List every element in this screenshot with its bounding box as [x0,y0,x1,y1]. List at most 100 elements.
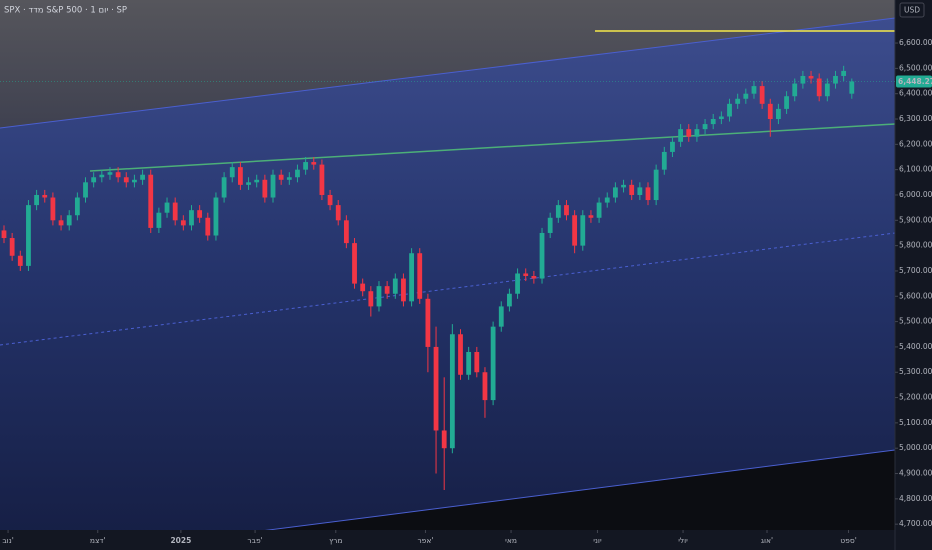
candle-body [384,286,390,294]
candle-body [849,81,855,94]
candle-body [824,83,830,97]
candle-body [221,177,227,198]
candle-body [115,172,121,178]
candle-body [718,116,724,120]
candle-body [83,182,88,198]
x-tick-label: מרץ [329,536,342,545]
y-tick-label: 5,400.00 [899,342,932,351]
channel-mid [0,232,896,346]
candle-body [254,179,260,183]
candle-body [637,187,643,195]
candle-body [759,86,765,104]
candle-body [433,346,439,431]
candle-body [327,194,333,206]
candle-body [792,83,798,97]
x-tick-label: 2025 [170,536,191,545]
time-axis [0,530,895,550]
candle-body [710,119,716,125]
y-tick-label: 6,200.00 [899,139,932,148]
channel-upper [0,17,896,129]
candle-body [621,184,626,188]
candle-body [140,174,145,180]
candle-body [816,78,822,97]
y-tick-label: 5,500.00 [899,317,932,326]
candle-body [784,96,789,109]
candle-body [629,184,635,195]
candle-body [833,75,838,84]
candle-body [604,197,610,203]
candle-body [295,169,300,178]
last-price-tag [896,75,932,88]
y-tick-label: 5,300.00 [899,367,932,376]
trend-line [89,123,896,172]
candle-body [670,141,675,152]
candle-body [686,129,692,137]
candle-body [678,129,684,142]
candle-body [474,351,480,373]
candle-body [555,205,561,218]
candle-body [441,430,447,449]
candle-body [767,103,773,120]
candle-body [99,174,105,178]
candle-body [303,162,309,170]
candle-body [311,162,317,165]
y-tick-label: 5,800.00 [899,241,932,250]
candle-body [482,372,488,401]
candle-body [270,174,276,198]
x-tick-label: מאי [505,536,517,545]
candle-body [507,293,512,307]
y-tick-label: 4,800.00 [899,494,932,503]
candle-body [588,215,594,218]
candle-body [449,334,455,449]
candle-body [727,103,732,117]
candle-body [238,167,243,185]
candle-body [164,202,170,213]
candle-body [189,210,194,226]
currency-box [899,2,925,18]
y-tick-label: 5,000.00 [899,443,932,452]
candle-body [58,220,64,226]
chart-title: SPX · מדד S&P 500 · 1 יום · SP [4,6,127,16]
y-tick-label: 6,100.00 [899,165,932,174]
candle-body [343,220,349,244]
candle-body [368,291,374,307]
candle-body [661,151,667,170]
y-tick-label: 4,700.00 [899,519,932,528]
candle-body [702,124,708,130]
candles [1,65,855,490]
candle-body [751,86,757,94]
x-tick-label: נוב' [2,536,13,545]
candle-body [352,243,357,284]
candle-body [50,197,56,221]
y-tick-label: 4,900.00 [899,469,932,478]
x-tick-label: אוג' [761,536,773,545]
candle-body [9,238,15,256]
candle-body [180,220,186,226]
candle-body [392,278,398,294]
candle-body [409,253,414,302]
candle-body [34,194,40,206]
candle-body [262,179,268,198]
x-tick-label: דצמ' [90,536,106,545]
candle-body [466,351,472,375]
candle-body [401,278,406,302]
x-tick-label: פבר' [247,536,262,545]
candle-body [580,215,586,246]
candle-body [572,215,578,246]
candle-body [278,174,284,180]
candle-body [490,326,496,401]
candle-body [91,177,97,183]
candle-body [42,194,48,198]
candle-body [776,108,781,120]
candle-body [425,298,431,347]
candle-body [800,75,806,84]
candle-body [286,177,292,180]
upper-zone [0,0,895,128]
candle-body [417,253,423,299]
candle-body [107,172,113,175]
candle-body [523,273,529,277]
candle-body [653,169,659,201]
candle-body [645,187,651,201]
candle-body [808,75,814,79]
candle-body [1,230,7,239]
